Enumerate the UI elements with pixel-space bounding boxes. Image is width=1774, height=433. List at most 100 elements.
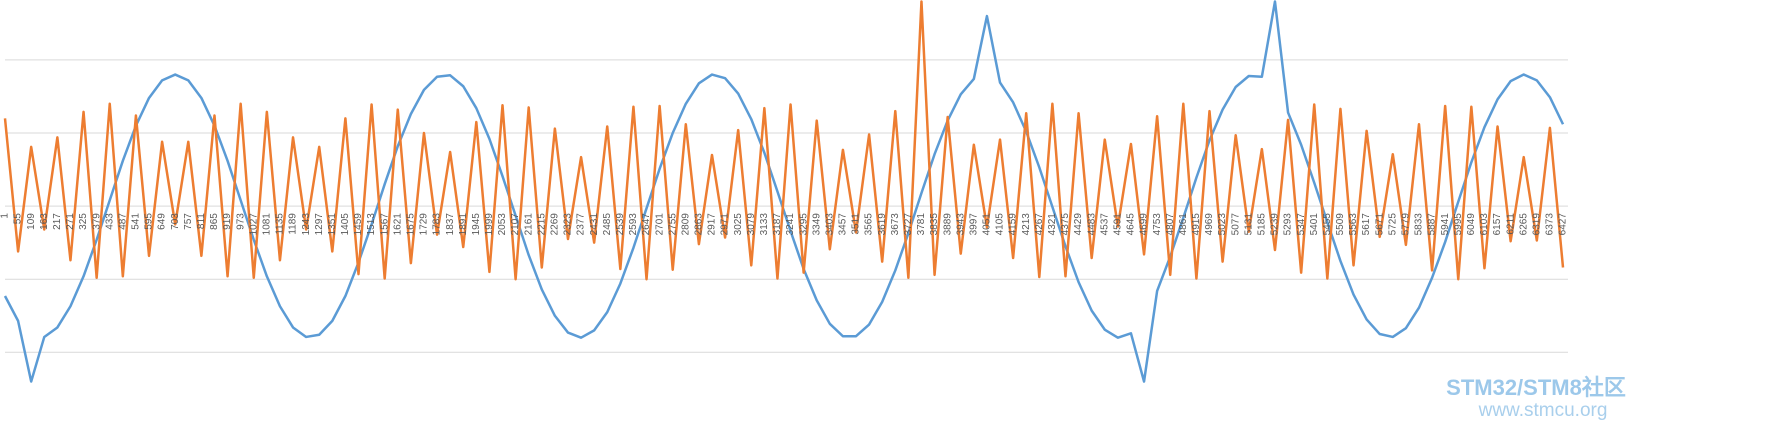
- x-tick-label: 2431: [589, 213, 600, 236]
- x-tick-label: 4591: [1112, 213, 1123, 236]
- x-tick-label: 4537: [1099, 213, 1110, 236]
- x-tick-label: 109: [26, 213, 37, 230]
- x-tick-label: 5401: [1309, 213, 1320, 236]
- x-tick-label: 4375: [1060, 213, 1071, 236]
- watermark-url: www.stmcu.org: [1478, 400, 1608, 421]
- x-tick-label: 3241: [785, 213, 796, 236]
- x-tick-label: 6427: [1558, 213, 1569, 236]
- x-tick-label: 5077: [1230, 213, 1241, 236]
- x-tick-label: 4213: [1021, 213, 1032, 236]
- x-tick-label: 1135: [275, 213, 286, 235]
- x-tick-label: 3619: [877, 213, 888, 236]
- x-tick-label: 5023: [1217, 213, 1228, 236]
- x-tick-label: 4159: [1008, 213, 1019, 236]
- lines: [3, 0, 1565, 383]
- x-tick-label: 2485: [602, 213, 613, 236]
- x-tick-label: 5185: [1257, 213, 1268, 236]
- watermark-title: STM32/STM8社区: [1446, 375, 1626, 400]
- x-tick-label: 5617: [1361, 213, 1372, 236]
- x-tick-label: 4105: [995, 213, 1006, 236]
- x-tick-label: 6103: [1479, 213, 1490, 236]
- x-tick-label: 55: [13, 213, 24, 225]
- x-tick-label: 1999: [484, 213, 495, 236]
- x-tick-label: 811: [196, 213, 207, 229]
- x-tick-label: 433: [104, 213, 115, 230]
- x-tick-label: 4429: [1073, 213, 1084, 236]
- x-tick-label: 2323: [563, 213, 574, 236]
- x-tick-label: 973: [235, 213, 246, 230]
- x-tick-label: 6265: [1518, 213, 1529, 236]
- x-tick-label: 5563: [1348, 213, 1359, 236]
- x-tick-label: 649: [157, 213, 168, 230]
- x-tick-label: 3025: [733, 213, 744, 236]
- x-tick-label: 4699: [1139, 213, 1150, 236]
- x-tick-label: 1351: [327, 213, 338, 236]
- x-tick-label: 3727: [903, 213, 914, 236]
- x-tick-label: 3403: [824, 213, 835, 236]
- x-tick-label: 3457: [838, 213, 849, 236]
- x-tick-label: 865: [209, 213, 220, 230]
- x-tick-label: 3511: [851, 213, 862, 235]
- x-tick-label: 1405: [340, 213, 351, 236]
- x-tick-label: 5887: [1427, 213, 1438, 236]
- x-tick-label: 1189: [288, 213, 299, 235]
- x-tick-label: 4753: [1152, 213, 1163, 236]
- x-tick-label: 5131: [1243, 213, 1254, 236]
- x-tick-label: 6211: [1505, 213, 1516, 235]
- x-tick-label: 1081: [261, 213, 272, 236]
- x-tick-label: 2269: [550, 213, 561, 236]
- x-tick-label: 1: [0, 213, 11, 219]
- x-tick-label: 2755: [667, 213, 678, 236]
- x-tick-label: 6319: [1531, 213, 1542, 236]
- x-tick-label: 6049: [1466, 213, 1477, 236]
- x-tick-label: 5833: [1414, 213, 1425, 236]
- x-tick-label: 2647: [641, 213, 652, 236]
- x-tick-label: 1675: [406, 213, 417, 236]
- x-tick-label: 1729: [419, 213, 430, 236]
- series-line: [3, 0, 1565, 281]
- x-tick-label: 2917: [707, 213, 718, 236]
- x-tick-label: 1837: [445, 213, 456, 236]
- x-tick-label: 5779: [1401, 213, 1412, 236]
- x-tick-label: 1297: [314, 213, 325, 236]
- x-tick-label: 2161: [523, 213, 534, 236]
- x-tick-label: 2701: [654, 213, 665, 236]
- x-tick-label: 3943: [955, 213, 966, 236]
- x-tick-label: 1027: [248, 213, 259, 236]
- x-tick-label: 1621: [392, 213, 403, 236]
- x-tick-label: 3295: [798, 213, 809, 236]
- x-tick-label: 2539: [615, 213, 626, 236]
- x-tick-label: 1783: [432, 213, 443, 236]
- x-tick-label: 4969: [1204, 213, 1215, 236]
- x-tick-label: 2593: [628, 213, 639, 236]
- x-tick-label: 541: [131, 213, 142, 230]
- series-line: [3, 0, 1565, 383]
- x-tick-label: 919: [222, 213, 233, 230]
- x-tick-label: 4321: [1047, 213, 1058, 236]
- x-tick-label: 3997: [968, 213, 979, 236]
- x-tick-label: 3889: [942, 213, 953, 236]
- x-tick-label: 4861: [1178, 213, 1189, 236]
- x-tick-label: 2809: [680, 213, 691, 236]
- x-tick-label: 1891: [458, 213, 469, 236]
- x-tick-label: 5239: [1270, 213, 1281, 236]
- x-tick-label: 5293: [1283, 213, 1294, 236]
- x-tick-label: 5455: [1322, 213, 1333, 236]
- x-tick-label: 595: [144, 213, 155, 230]
- x-tick-label: 3835: [929, 213, 940, 236]
- x-tick-label: 4645: [1126, 213, 1137, 236]
- x-tick-label: 6157: [1492, 213, 1503, 236]
- x-tick-label: 3133: [759, 213, 770, 236]
- x-tick-label: 2863: [694, 213, 705, 236]
- x-tick-label: 4051: [982, 213, 993, 236]
- x-tick-label: 5347: [1296, 213, 1307, 236]
- x-tick-label: 4807: [1165, 213, 1176, 236]
- x-tick-label: 5995: [1453, 213, 1464, 236]
- x-tick-label: 6373: [1545, 213, 1556, 236]
- x-tick-label: 3187: [772, 213, 783, 236]
- x-tick-label: 4915: [1191, 213, 1202, 236]
- x-tick-label: 3781: [916, 213, 927, 236]
- x-tick-label: 3565: [864, 213, 875, 236]
